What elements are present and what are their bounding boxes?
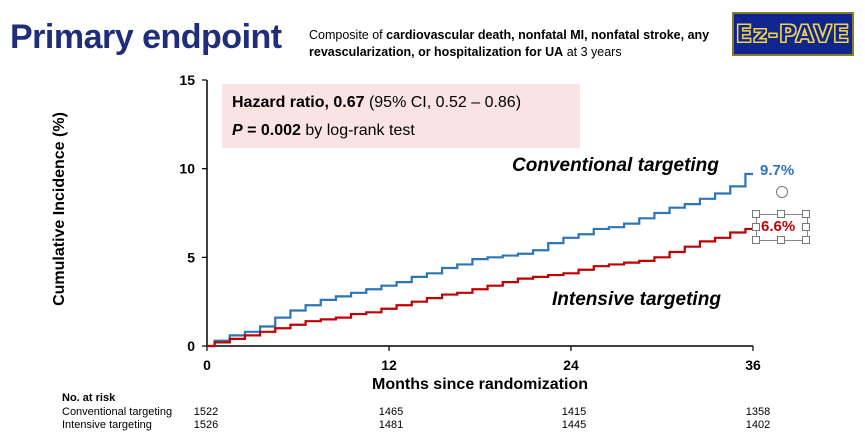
x-tick-label: 0: [203, 357, 211, 373]
hazard-ratio-line: Hazard ratio, 0.67 (95% CI, 0.52 – 0.86): [232, 94, 521, 112]
rotate-handle[interactable]: [776, 186, 788, 198]
subtitle-suffix: at 3 years: [563, 45, 622, 59]
end-label-intensive: 6.6%: [761, 218, 796, 235]
resize-handle-tl[interactable]: [752, 210, 760, 218]
risk-row-label-intensive: Intensive targeting: [62, 419, 152, 431]
y-tick-label: 5: [187, 249, 195, 265]
p-symbol: P: [232, 122, 243, 139]
hazard-ratio-ci: (95% CI, 0.52 – 0.86): [364, 94, 522, 111]
risk-cell: 1445: [561, 419, 587, 431]
page-title: Primary endpoint: [10, 18, 282, 56]
resize-handle-tr[interactable]: [802, 210, 810, 218]
hazard-ratio-value: Hazard ratio, 0.67: [232, 94, 365, 111]
subtitle-bold: cardiovascular death, nonfatal MI, nonfa…: [309, 28, 710, 59]
risk-row-label-conventional: Conventional targeting: [62, 406, 173, 418]
p-method: by log-rank test: [300, 122, 415, 139]
series-label-intensive: Intensive targeting: [552, 289, 721, 310]
risk-cell: 1522: [193, 406, 219, 418]
resize-handle-bl[interactable]: [752, 236, 760, 244]
p-value: = 0.002: [242, 122, 301, 139]
resize-handle-r[interactable]: [802, 223, 810, 231]
y-tick-label: 0: [187, 338, 195, 354]
hazard-ratio-box: Hazard ratio, 0.67 (95% CI, 0.52 – 0.86)…: [222, 84, 580, 148]
risk-cell: 1465: [378, 406, 404, 418]
y-tick-label: 15: [179, 72, 195, 88]
p-value-line: P = 0.002 by log-rank test: [232, 122, 415, 140]
risk-cell: 1415: [561, 406, 587, 418]
risk-table-title: No. at risk: [62, 392, 116, 404]
risk-cell: 1402: [745, 419, 771, 431]
x-tick-label: 36: [745, 357, 761, 373]
series-line-intensive: [207, 227, 753, 348]
resize-handle-b[interactable]: [777, 236, 785, 244]
end-label-conventional: 9.7%: [760, 162, 795, 179]
y-axis-label: Cumulative Incidence (%): [51, 112, 68, 306]
logo-text: Ez-PAVE: [735, 20, 851, 49]
series-line-conventional: [207, 172, 753, 348]
x-tick-label: 12: [381, 357, 397, 373]
y-tick-label: 10: [179, 161, 195, 177]
resize-handle-br[interactable]: [802, 236, 810, 244]
trial-logo: Ez-PAVE: [732, 12, 854, 56]
resize-handle-l[interactable]: [752, 223, 760, 231]
risk-cell: 1481: [378, 419, 404, 431]
x-axis-label: Months since randomization: [371, 376, 588, 393]
risk-cell: 1358: [745, 406, 771, 418]
risk-cell: 1526: [193, 419, 219, 431]
subtitle: Composite of cardiovascular death, nonfa…: [309, 27, 729, 61]
series-label-conventional: Conventional targeting: [512, 155, 719, 176]
x-tick-label: 24: [563, 357, 579, 373]
subtitle-prefix: Composite of: [309, 28, 387, 42]
resize-handle-t[interactable]: [777, 210, 785, 218]
